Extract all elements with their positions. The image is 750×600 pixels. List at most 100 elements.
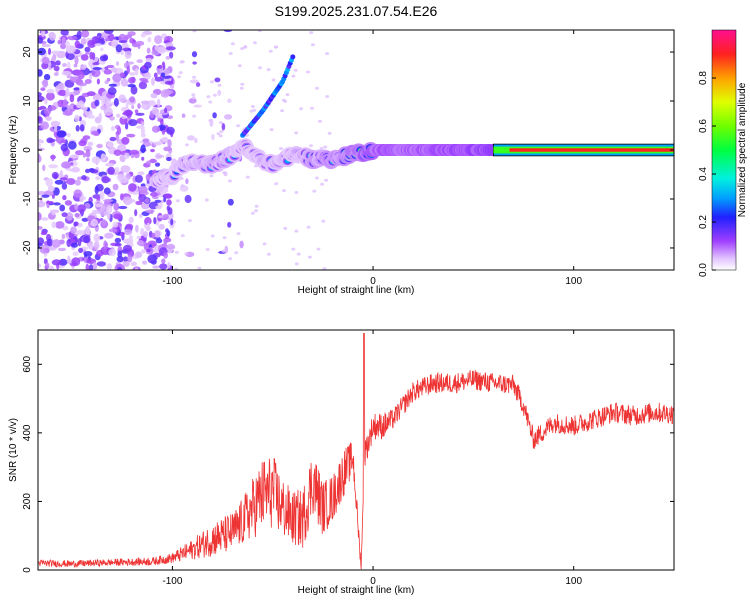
spectrogram-speckle (118, 205, 128, 210)
spectrogram-speckle (126, 109, 132, 119)
spectrogram-speckle (129, 72, 136, 76)
spectrogram-speckle (64, 200, 72, 206)
spectrogram-speckle (78, 140, 87, 147)
spectrogram-speckle (218, 134, 223, 138)
spectrogram-speckle (116, 61, 119, 66)
spectrogram-speckle (118, 94, 126, 103)
snr-y-tick-label: 0 (22, 567, 33, 573)
spectrogram-speckle (134, 209, 138, 217)
spectrogram-speckle (143, 231, 149, 238)
spectrogram-speckle (245, 175, 250, 179)
spectrogram-speckle (309, 31, 314, 35)
spectrogram-speckle (94, 43, 102, 47)
spectrogram-speckle (307, 255, 312, 259)
spectrogram-speckle (61, 70, 72, 76)
spectrogram-speckle (49, 32, 56, 41)
colorbar-tick-label: 0.0 (698, 263, 709, 277)
spectrogram-speckle (282, 189, 287, 193)
spectrogram-speckle (83, 145, 93, 152)
spectrogram-speckle (145, 173, 151, 182)
spectrogram-speckle (85, 225, 91, 235)
spectrogram-speckle (188, 219, 192, 223)
spectrogram-speckle (53, 202, 61, 206)
spectrogram-speckle (155, 205, 162, 210)
spectrogram-speckle (180, 234, 185, 238)
spectrogram-speckle (296, 252, 301, 256)
spectrogram-speckle (45, 92, 55, 101)
spectrogram-speckle (310, 43, 315, 47)
spectrogram-speckle (85, 148, 91, 158)
spectrogram-speckle (120, 78, 129, 87)
spectrogram-speckle (327, 131, 332, 135)
spectrogram-speckle (227, 179, 232, 183)
spectrogram-speckle (150, 148, 155, 153)
spectrogram-speckle (136, 59, 143, 63)
spectrogram-x-tick-label: 0 (370, 276, 376, 287)
spectrogram-speckle (86, 91, 96, 97)
spectrogram-speckle (41, 56, 50, 64)
spectrogram-speckle (80, 38, 87, 45)
spectrogram-speckle (162, 75, 172, 79)
spectrogram-speckle (45, 178, 53, 187)
spectrogram-speckle (86, 114, 96, 119)
spectrogram-speckle (69, 154, 80, 159)
spectrogram-speckle (119, 193, 124, 201)
spectrogram-speckle (61, 233, 66, 240)
spectrogram-speckle (208, 100, 213, 104)
spectrogram-speckle (114, 237, 122, 243)
spectrogram-speckle (42, 79, 49, 88)
spectrogram-speckle (67, 140, 77, 150)
spectrogram-speckle (85, 51, 90, 55)
spectrogram-speckle (325, 95, 330, 98)
spectrogram-speckle (38, 69, 43, 77)
spectrogram-speckle (191, 96, 196, 100)
spectrogram-speckle (105, 38, 110, 42)
spectrogram-speckle (100, 246, 111, 256)
spectrogram-speckle (39, 197, 43, 203)
spectrogram-speckle (127, 84, 136, 88)
spectrogram-speckle (325, 52, 330, 56)
spectrogram-speckle (188, 98, 197, 104)
spectrogram-speckle (165, 228, 169, 233)
spectrogram-speckle (66, 133, 71, 137)
spectrogram-speckle (88, 264, 94, 270)
spectrogram-speckle (78, 247, 84, 253)
spectrogram-speckle (236, 124, 241, 128)
snr-x-label: Height of straight line (km) (298, 585, 415, 596)
spectrogram-speckle (138, 186, 148, 194)
spectrogram-speckle (280, 109, 285, 113)
spectrogram-speckle (114, 167, 120, 173)
snr-panel: -100 0 100 0 200 400 600 Height of straight li… (8, 329, 675, 596)
colorbar-tick-label: 0.4 (698, 167, 709, 181)
spectrogram-speckle (86, 158, 90, 162)
spectrogram-speckle (66, 52, 75, 61)
spectrogram-speckle (112, 183, 119, 191)
spectrogram-speckle (217, 89, 222, 96)
spectrogram-speckle (254, 209, 258, 213)
colorbar: 0.0 0.2 0.4 0.6 0.8 Normalized spectral ampl… (698, 29, 748, 277)
spectrogram-speckle (67, 35, 78, 41)
spectrogram-speckle (181, 113, 186, 118)
spectrogram-speckle (179, 60, 184, 64)
spectrogram-speckle (178, 71, 183, 75)
spectrogram-speckle (254, 204, 259, 208)
spectrogram-speckle (323, 145, 328, 149)
spectrogram-speckle (92, 62, 100, 66)
spectrogram-speckle (53, 72, 59, 76)
spectrogram-speckle (128, 77, 136, 84)
spectrogram-speckle (51, 239, 62, 248)
colorbar-gradient (711, 29, 737, 271)
spectrogram-speckle (87, 243, 94, 250)
spectrogram-speckle (61, 212, 68, 218)
spectrogram-speckle (117, 267, 123, 270)
spectrogram-speckle (124, 228, 133, 236)
spectrogram-speckle (116, 113, 121, 118)
spectrogram-speckle (92, 93, 101, 102)
spectrogram-speckle (106, 263, 113, 270)
spectrogram-speckle (96, 261, 106, 267)
colorbar-tick-label: 0.2 (698, 215, 709, 229)
spectrogram-speckle (80, 65, 87, 70)
spectrogram-speckle (141, 249, 146, 254)
spectrogram-x-tick-label: -100 (162, 276, 182, 287)
spectrogram-speckle (98, 112, 102, 122)
